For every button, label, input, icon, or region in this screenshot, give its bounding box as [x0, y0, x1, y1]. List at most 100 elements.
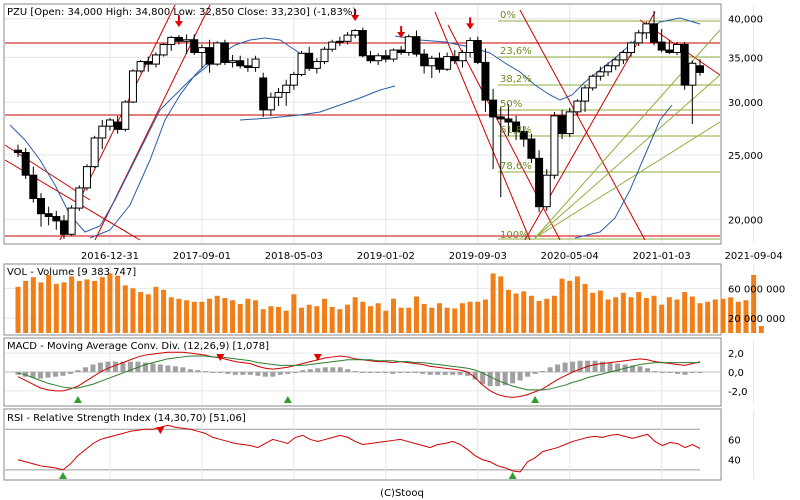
macd-histogram-bar [112, 361, 118, 372]
macd-histogram-bar [165, 365, 171, 372]
volume-bar [743, 300, 749, 333]
moving-average-line [239, 85, 396, 121]
sell-arrow-icon [351, 15, 360, 22]
volume-bar [513, 293, 519, 333]
macd-histogram-bar [322, 367, 328, 372]
candle [59, 215, 68, 239]
macd-histogram-bar [450, 372, 456, 375]
candle [611, 57, 620, 71]
candle [320, 46, 329, 65]
candle-body [381, 55, 390, 60]
candle-body [558, 115, 567, 135]
candle-body [481, 61, 490, 101]
candle-body [205, 47, 214, 65]
candle-body [36, 197, 45, 215]
candle [688, 60, 697, 125]
volume-bar [199, 301, 205, 333]
candle-body [512, 121, 521, 132]
price-tick-label: 30,000 [728, 98, 763, 109]
macd-histogram-bar [217, 372, 223, 373]
candle-body [412, 36, 421, 55]
candle-body [52, 216, 61, 222]
candle-body [627, 42, 636, 53]
candle [550, 111, 559, 179]
candle-body [696, 65, 704, 73]
volume-bar [207, 298, 213, 333]
candle [535, 150, 544, 213]
macd-histogram-bar [682, 372, 688, 375]
candle [159, 42, 168, 57]
price-panel-title: PZU [Open: 34,000 High: 34,800 Low: 32,8… [7, 7, 356, 18]
volume-bar [490, 273, 496, 333]
volume-bar [620, 292, 626, 333]
candle [565, 107, 574, 137]
rsi-tick-label: 60 [728, 435, 741, 446]
volume-bar [682, 292, 688, 333]
volume-panel-title: VOL - Volume [9 383 747] [7, 267, 136, 278]
candle-body [535, 157, 544, 208]
volume-bar [299, 307, 305, 333]
candle-body [542, 174, 551, 208]
candle [450, 50, 459, 65]
volume-bar [735, 301, 741, 333]
volume-bar [191, 301, 197, 333]
volume-bar [268, 306, 274, 333]
candle [220, 39, 229, 65]
macd-histogram-bar [157, 364, 163, 372]
candle [665, 39, 674, 55]
macd-histogram-bar [142, 362, 148, 372]
candle [259, 72, 268, 117]
macd-histogram-bar [420, 372, 426, 374]
candle [151, 52, 160, 68]
candle-body [98, 125, 107, 139]
fibonacci-labels: 0% 23,6% 38,2% 50% 61,8% 78,6% 100% [500, 10, 532, 241]
macd-histogram-bar [540, 371, 546, 373]
volume-bar [720, 298, 726, 333]
fib-label: 61,8% [500, 125, 532, 136]
volume-bar [505, 289, 511, 333]
candle [297, 50, 306, 77]
candle [251, 55, 260, 72]
macd-histogram-bar [510, 372, 516, 384]
macd-histogram-bar [352, 371, 358, 373]
volume-bar [429, 307, 435, 333]
candle-body [335, 40, 344, 43]
macd-histogram-bar [457, 372, 463, 375]
volume-bar [23, 280, 29, 333]
volume-bar [659, 304, 665, 333]
macd-histogram-bar [82, 367, 88, 372]
macd-histogram-bar [45, 372, 51, 378]
macd-histogram-bar [120, 361, 126, 372]
macd-histogram-bar [525, 372, 531, 377]
candle-body [519, 130, 528, 140]
candle [604, 62, 613, 77]
volume-bar [444, 307, 450, 333]
candle [473, 36, 482, 65]
candle-body [289, 73, 298, 86]
candle [650, 10, 659, 46]
macd-histogram-bar [30, 372, 36, 378]
volume-bar [697, 303, 703, 333]
candle-body [550, 115, 559, 176]
volume-panel: 20 000 000 60 000 000 VOL - Volume [9 383… [3, 263, 785, 336]
sell-arrow-icon [466, 23, 475, 30]
fan-line [534, 74, 721, 239]
macd-histogram-bar [592, 360, 598, 372]
candle-body [389, 49, 398, 60]
macd-histogram-bar [330, 367, 336, 372]
volume-bar [360, 301, 366, 333]
candle-body [82, 166, 91, 189]
candle [282, 79, 291, 106]
fib-label: 0% [500, 10, 516, 21]
date-tick-label: 2017-09-01 [173, 251, 231, 262]
candle [29, 166, 38, 203]
volume-bar [38, 282, 44, 333]
macd-histogram-bar [180, 367, 186, 372]
macd-histogram-bar [360, 372, 366, 373]
volume-bar [643, 298, 649, 333]
candle [596, 66, 605, 81]
candle [90, 135, 99, 168]
volume-bar [253, 300, 259, 333]
volume-axis-ticks: 20 000 000 60 000 000 [728, 284, 785, 325]
macd-histogram-bar [67, 372, 73, 374]
